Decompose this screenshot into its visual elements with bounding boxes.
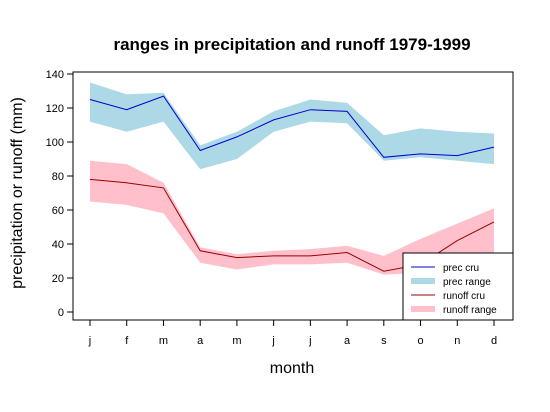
x-tick-label: j: [88, 335, 91, 347]
line-prec-cru: [89, 95, 495, 158]
y-tick-label: 140: [46, 69, 64, 81]
x-axis-title: month: [270, 360, 314, 377]
legend-label: runoff cru: [443, 291, 485, 302]
band-prec-range: [90, 82, 494, 170]
band-runoff-range: [90, 160, 494, 275]
x-tick-label: j: [271, 335, 274, 347]
y-tick-label: 120: [46, 103, 64, 115]
axes-layer: 0 20 40 60 80 100 120 140 j f m a m j j a s o n d: [46, 69, 514, 347]
x-tick-label: a: [344, 335, 351, 347]
x-tick-label: a: [197, 335, 204, 347]
legend: prec cru prec range runoff cru runoff range: [402, 252, 514, 321]
x-tick-label: f: [125, 335, 129, 347]
y-tick-label: 100: [46, 137, 64, 149]
legend-label: prec range: [443, 277, 491, 288]
y-axis-title: precipitation or runoff (mm): [9, 97, 26, 289]
y-tick-label: 80: [52, 171, 64, 183]
x-tick-label: j: [308, 335, 311, 347]
bands-layer: [90, 82, 494, 275]
x-tick-label: m: [159, 335, 168, 347]
x-tick-label: d: [491, 335, 497, 347]
legend-label: runoff range: [443, 305, 497, 316]
x-tick-label: s: [381, 335, 387, 347]
y-tick-label: 60: [52, 205, 64, 217]
x-tick-label: m: [232, 335, 241, 347]
x-tick-label: o: [417, 335, 423, 347]
y-tick-label: 20: [52, 273, 64, 285]
chart-title: ranges in precipitation and runoff 1979-…: [113, 35, 470, 54]
y-tick-label: 40: [52, 239, 64, 251]
legend-label: prec cru: [443, 263, 479, 274]
plot-frame: [72, 71, 514, 321]
x-tick-label: n: [454, 335, 460, 347]
y-tick-label: 0: [58, 307, 64, 319]
